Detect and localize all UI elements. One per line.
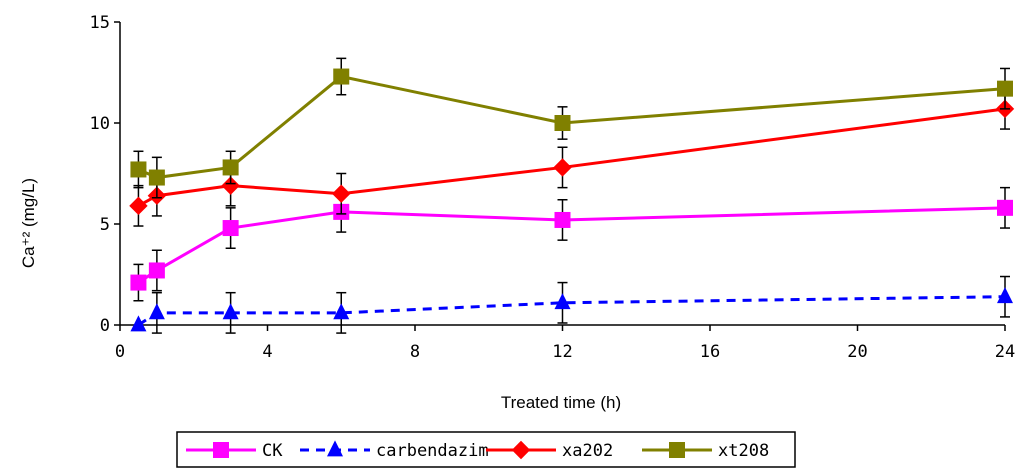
data-point-xt208: [333, 68, 350, 85]
series-line-CK: [137, 206, 1006, 284]
data-point-CK: [554, 211, 571, 228]
series-xt208: [130, 57, 1013, 199]
y-tick-label: 5: [100, 215, 110, 235]
data-point-carbendazim: [554, 293, 571, 310]
data-point-carbendazim: [130, 315, 147, 332]
data-point-carbendazim: [148, 303, 165, 320]
legend-label: CK: [262, 441, 283, 461]
y-tick-label: 10: [90, 114, 110, 134]
axes: 0 4 8 12 16 20 24 0 5 10 15: [90, 13, 1016, 362]
x-tick-label: 4: [262, 342, 272, 362]
x-tick-label: 0: [115, 342, 125, 362]
series-layer: [129, 57, 1015, 334]
legend-marker: [669, 442, 685, 458]
series-CK: [130, 186, 1013, 302]
legend-label: xt208: [718, 441, 769, 461]
series-carbendazim: [130, 275, 1013, 334]
data-point-xt208: [130, 161, 147, 178]
legend-item-xt208: xt208: [642, 441, 769, 461]
data-point-CK: [997, 199, 1013, 216]
data-point-xa202: [129, 196, 148, 216]
legend-label: carbendazim: [376, 441, 489, 461]
y-tick-label: 0: [100, 316, 110, 336]
data-point-carbendazim: [333, 303, 350, 320]
legend-marker: [213, 442, 229, 458]
y-axis-title: Ca⁺² (mg/L): [19, 178, 38, 268]
data-point-CK: [222, 220, 239, 237]
data-point-CK: [148, 262, 165, 279]
x-tick-label: 16: [700, 342, 720, 362]
legend-item-xa202: xa202: [486, 440, 613, 461]
legend-item-carbendazim: carbendazim: [300, 440, 489, 461]
data-point-xt208: [222, 159, 239, 176]
legend-label: xa202: [562, 441, 613, 461]
data-point-xt208: [554, 115, 571, 131]
legend-marker: [327, 440, 343, 457]
data-point-xa202: [221, 176, 240, 195]
axis-labels: Treated time (h) Ca⁺² (mg/L): [19, 178, 621, 412]
data-point-xa202: [553, 158, 572, 177]
data-point-CK: [130, 274, 147, 291]
y-tick-label: 15: [90, 13, 110, 33]
x-axis-title: Treated time (h): [501, 393, 621, 412]
legend-marker: [511, 440, 531, 460]
x-tick-label: 8: [410, 342, 420, 362]
legend-item-CK: CK: [186, 441, 283, 461]
data-point-carbendazim: [222, 303, 239, 320]
x-tick-label: 24: [995, 342, 1015, 362]
series-xa202: [129, 87, 1015, 227]
data-point-xa202: [332, 184, 351, 203]
series-line-carbendazim: [137, 295, 1006, 327]
x-tick-label: 12: [552, 342, 572, 362]
data-point-xt208: [148, 169, 165, 186]
legend: CK carbendazim xa202 xt208: [176, 431, 796, 468]
data-point-carbendazim: [997, 287, 1013, 304]
data-point-xt208: [997, 80, 1013, 97]
x-tick-label: 20: [847, 342, 867, 362]
